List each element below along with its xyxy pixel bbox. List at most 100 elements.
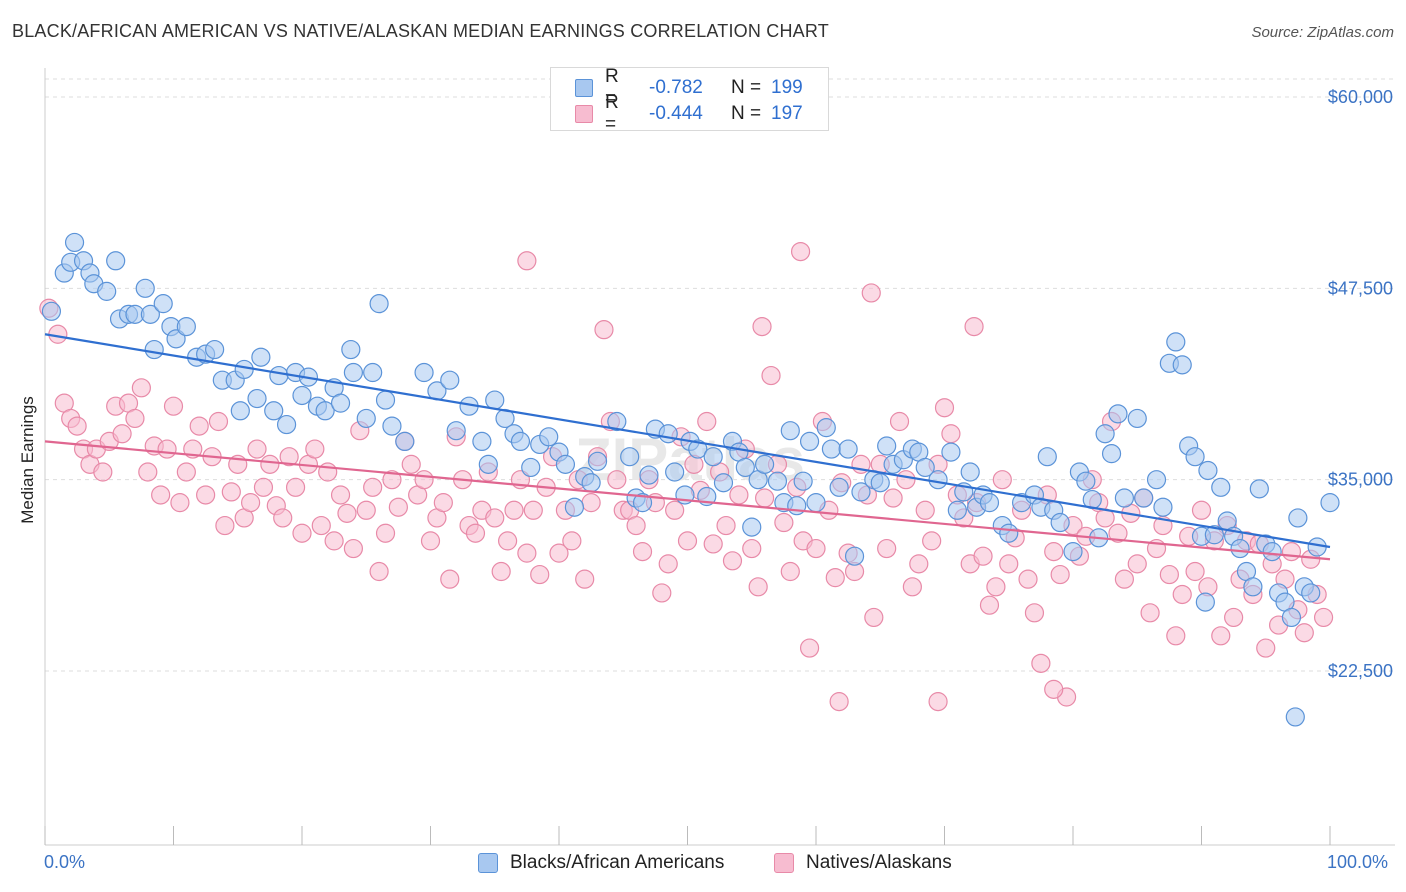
data-point bbox=[825, 568, 845, 588]
data-point bbox=[285, 477, 306, 497]
data-point bbox=[960, 462, 980, 482]
data-point bbox=[1076, 471, 1096, 491]
data-point bbox=[401, 454, 421, 474]
data-point bbox=[135, 278, 155, 298]
data-point bbox=[382, 416, 402, 436]
blue-swatch bbox=[575, 79, 593, 97]
data-point bbox=[106, 251, 126, 271]
data-point bbox=[947, 500, 967, 520]
x-max-label: 100.0% bbox=[1327, 852, 1389, 872]
data-point bbox=[273, 508, 293, 528]
data-point bbox=[1095, 424, 1115, 444]
data-point bbox=[697, 411, 717, 432]
data-point bbox=[485, 390, 505, 410]
data-point bbox=[829, 692, 849, 712]
data-point bbox=[1211, 477, 1231, 497]
data-point bbox=[1101, 444, 1122, 464]
data-point bbox=[523, 500, 543, 520]
data-point bbox=[251, 347, 271, 367]
data-point bbox=[652, 583, 672, 603]
n-label: N = bbox=[731, 103, 762, 124]
data-point bbox=[292, 385, 312, 406]
data-point bbox=[1262, 542, 1282, 562]
data-point bbox=[941, 424, 961, 444]
data-point bbox=[999, 554, 1019, 574]
data-point bbox=[498, 531, 518, 551]
data-point bbox=[941, 442, 961, 462]
data-point bbox=[375, 390, 396, 410]
data-point bbox=[581, 473, 601, 493]
data-point bbox=[883, 488, 903, 508]
data-point bbox=[992, 470, 1012, 490]
data-point bbox=[1320, 493, 1340, 513]
data-point bbox=[375, 523, 396, 543]
data-point bbox=[153, 294, 173, 314]
data-point bbox=[189, 416, 209, 436]
data-point bbox=[176, 317, 196, 337]
data-point bbox=[1224, 607, 1244, 628]
data-point bbox=[510, 431, 531, 451]
data-point bbox=[414, 362, 434, 383]
data-point bbox=[915, 500, 935, 520]
data-point bbox=[1018, 569, 1038, 589]
data-point bbox=[276, 414, 297, 435]
data-point bbox=[157, 439, 177, 459]
stats-legend: R = -0.782 N = 199 R = -0.444 N = 197 bbox=[550, 66, 829, 135]
data-point bbox=[1050, 564, 1070, 585]
data-point bbox=[1127, 408, 1147, 429]
y-tick-label: $22,500 bbox=[1328, 661, 1393, 681]
data-point bbox=[767, 471, 788, 491]
data-point bbox=[658, 554, 678, 574]
data-point bbox=[1063, 542, 1083, 562]
data-point bbox=[555, 454, 576, 474]
data-point bbox=[861, 283, 881, 303]
data-point bbox=[790, 241, 811, 262]
legend-item-natives: Natives/Alaskans bbox=[774, 852, 952, 874]
data-point bbox=[125, 408, 145, 429]
data-point bbox=[1294, 623, 1314, 643]
data-point bbox=[877, 436, 897, 456]
data-point bbox=[176, 462, 196, 482]
data-point bbox=[806, 493, 826, 513]
data-point bbox=[414, 470, 434, 490]
data-point bbox=[324, 531, 344, 551]
data-point bbox=[844, 546, 865, 566]
data-point bbox=[1281, 607, 1302, 628]
data-point bbox=[356, 500, 376, 520]
data-point bbox=[632, 542, 653, 562]
data-point bbox=[292, 523, 312, 543]
data-point bbox=[1140, 603, 1160, 623]
data-point bbox=[1108, 523, 1128, 543]
n-value: 197 bbox=[771, 103, 803, 124]
data-point bbox=[999, 523, 1019, 543]
data-point bbox=[587, 451, 608, 471]
data-point bbox=[703, 534, 723, 554]
data-point bbox=[564, 497, 585, 517]
data-point bbox=[713, 473, 734, 493]
data-point bbox=[1191, 500, 1212, 520]
data-point bbox=[341, 339, 361, 360]
data-point bbox=[539, 427, 559, 447]
legend-label: Natives/Alaskans bbox=[806, 852, 952, 873]
data-point bbox=[979, 595, 1000, 615]
y-tick-label: $35,000 bbox=[1328, 470, 1393, 490]
data-point bbox=[806, 538, 826, 559]
data-point bbox=[851, 482, 871, 502]
data-point bbox=[144, 339, 164, 360]
data-point bbox=[163, 396, 184, 416]
data-point bbox=[395, 431, 415, 451]
data-point bbox=[1230, 538, 1250, 559]
data-point bbox=[594, 320, 614, 340]
data-point bbox=[221, 482, 241, 502]
data-point bbox=[799, 638, 820, 658]
data-point bbox=[1172, 355, 1192, 375]
data-point bbox=[677, 531, 698, 551]
r-value: -0.782 bbox=[649, 77, 703, 98]
data-point bbox=[241, 493, 261, 513]
data-point bbox=[774, 512, 794, 533]
data-point bbox=[549, 543, 569, 563]
data-point bbox=[607, 470, 627, 490]
data-point bbox=[151, 485, 171, 505]
data-point bbox=[639, 465, 659, 485]
